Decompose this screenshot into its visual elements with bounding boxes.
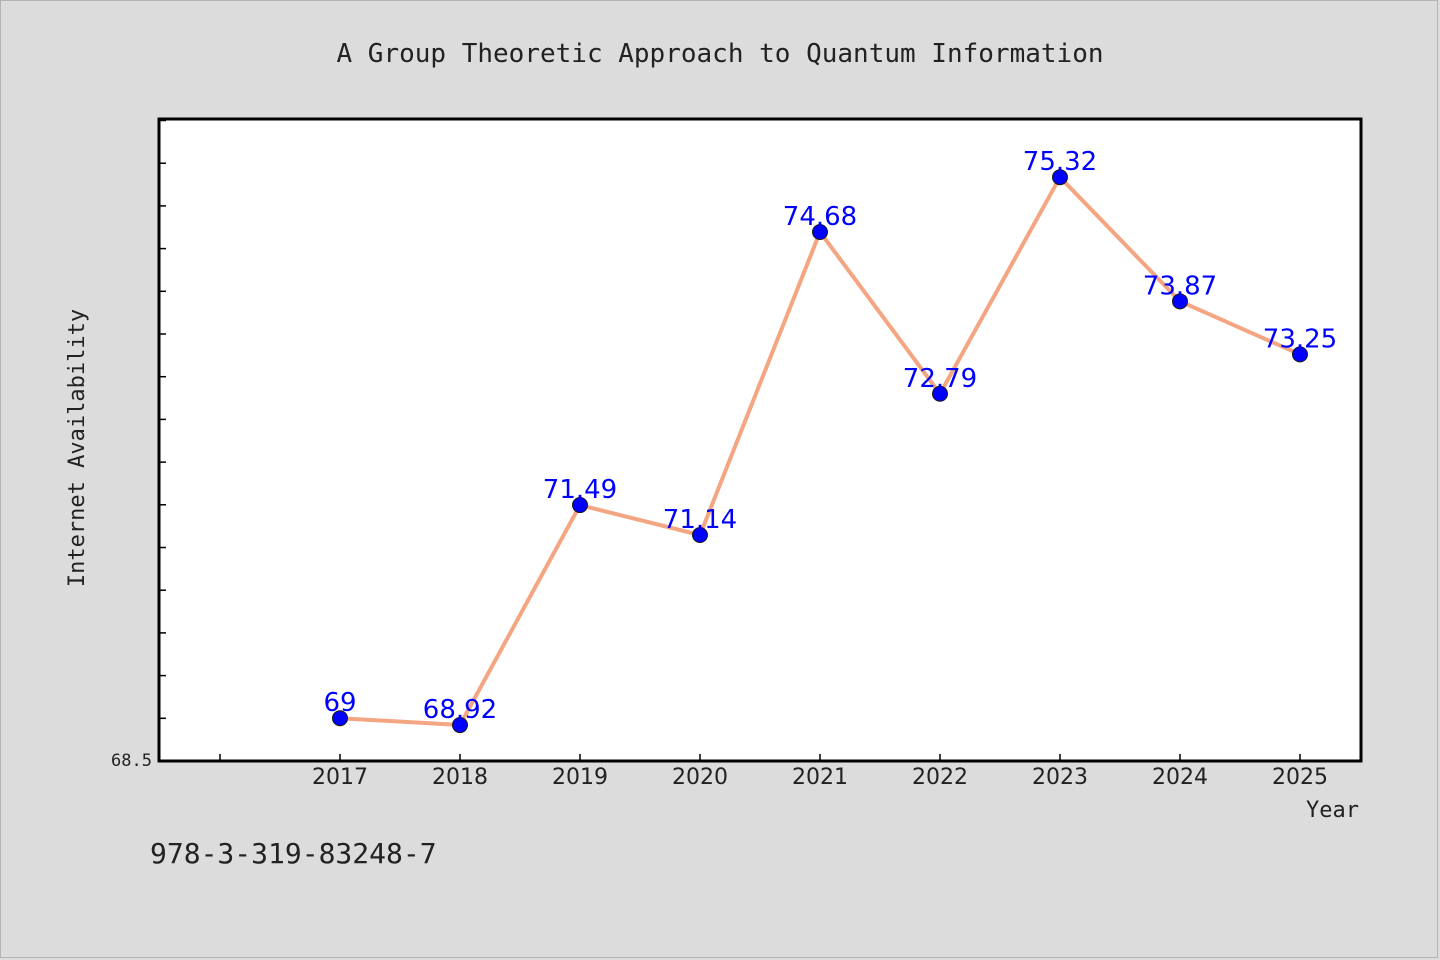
data-label-2023: 75.32 xyxy=(1023,147,1097,177)
x-tick-label-2020: 2020 xyxy=(672,765,728,790)
data-label-2021: 74.68 xyxy=(783,202,857,232)
isbn-text: 978-3-319-83248-7 xyxy=(150,837,437,870)
data-label-2022: 72.79 xyxy=(903,364,977,394)
x-tick-label-2018: 2018 xyxy=(432,765,488,790)
x-tick-labels: 2017 2018 2019 2020 2021 2022 2023 2024 2025 xyxy=(312,765,1328,790)
data-point-2021 xyxy=(812,223,828,240)
x-tick-label-2023: 2023 xyxy=(1032,765,1088,790)
data-point-2025 xyxy=(1292,346,1308,363)
data-point-2024 xyxy=(1172,293,1188,310)
data-point-2018 xyxy=(452,717,468,734)
plot-area xyxy=(157,117,1363,763)
x-tick-label-2021: 2021 xyxy=(792,765,848,790)
data-point-2023 xyxy=(1052,169,1068,186)
y-tick-label: 68.5 xyxy=(111,751,152,771)
data-label-2019: 71.49 xyxy=(543,475,617,505)
axis-ticks xyxy=(159,119,1301,762)
x-axis-label: Year xyxy=(1306,798,1359,823)
data-point-2022 xyxy=(932,385,948,402)
chart-title: A Group Theoretic Approach to Quantum In… xyxy=(336,39,1103,69)
x-tick-label-2024: 2024 xyxy=(1152,765,1208,790)
data-markers xyxy=(332,169,1308,734)
data-point-2017 xyxy=(332,710,348,727)
data-label-2017: 69 xyxy=(323,688,356,718)
data-labels: 69 68.92 71.49 71.14 74.68 72.79 75.32 73.87 73.… xyxy=(323,147,1337,725)
x-tick-label-2019: 2019 xyxy=(552,765,608,790)
x-tick-label-2025: 2025 xyxy=(1272,765,1328,790)
data-label-2025: 73.25 xyxy=(1263,324,1337,354)
y-axis-label: Internet Availability xyxy=(65,309,90,587)
data-label-2024: 73.87 xyxy=(1143,271,1217,301)
data-label-2020: 71.14 xyxy=(663,505,737,535)
x-tick-label-2017: 2017 xyxy=(312,765,368,790)
data-point-2019 xyxy=(572,497,588,514)
x-tick-label-2022: 2022 xyxy=(912,765,968,790)
data-point-2020 xyxy=(692,527,708,544)
data-label-2018: 68.92 xyxy=(423,695,497,725)
